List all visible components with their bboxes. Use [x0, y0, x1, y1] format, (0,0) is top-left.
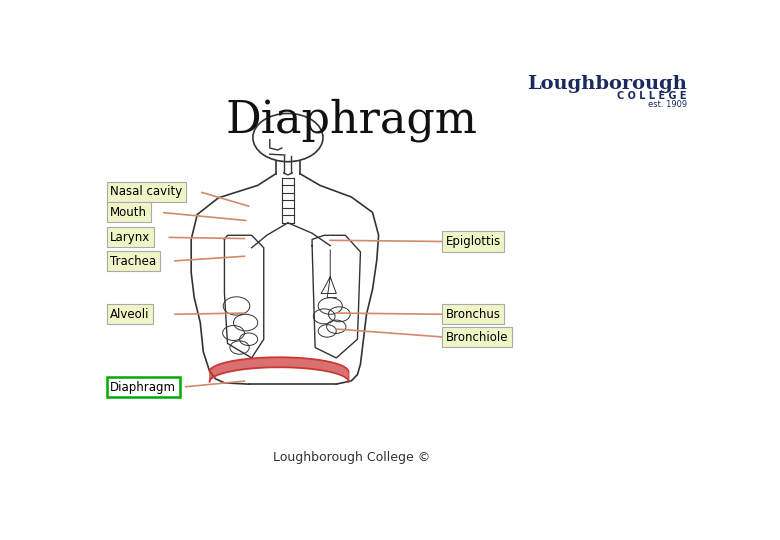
Text: Bronchiole: Bronchiole — [445, 330, 509, 343]
Text: Mouth: Mouth — [110, 206, 147, 219]
Text: Diaphragm: Diaphragm — [110, 381, 176, 394]
Text: C O L L E G E: C O L L E G E — [618, 91, 687, 100]
Text: est. 1909: est. 1909 — [647, 100, 687, 109]
Text: Larynx: Larynx — [110, 231, 151, 244]
Text: Loughborough: Loughborough — [527, 75, 687, 93]
Text: Diaphragm: Diaphragm — [225, 98, 477, 141]
Text: Bronchus: Bronchus — [445, 308, 501, 321]
Text: Nasal cavity: Nasal cavity — [110, 185, 183, 198]
Text: Loughborough College ©: Loughborough College © — [273, 451, 430, 464]
Text: Epiglottis: Epiglottis — [445, 235, 501, 248]
Text: Trachea: Trachea — [110, 254, 156, 267]
Text: Alveoli: Alveoli — [110, 308, 150, 321]
